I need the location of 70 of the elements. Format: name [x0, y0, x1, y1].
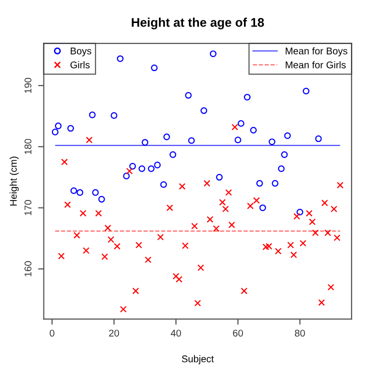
point — [86, 136, 93, 144]
point — [334, 234, 340, 242]
point — [178, 183, 186, 190]
y-tick-label: 160 — [24, 261, 32, 276]
point — [120, 306, 127, 313]
y-axis-title: Height (cm) — [10, 156, 19, 206]
point — [318, 299, 325, 306]
x-axis-title: Subject — [182, 355, 214, 364]
point — [191, 222, 198, 230]
y-tick-label: 190 — [24, 78, 32, 93]
point — [321, 200, 328, 206]
point — [58, 252, 65, 260]
x-tick-label: 60 — [233, 330, 243, 337]
point — [108, 236, 114, 243]
point — [225, 189, 232, 196]
point — [95, 210, 102, 217]
point — [61, 158, 68, 166]
point — [308, 218, 316, 226]
legend-label: Mean for Girls — [286, 61, 346, 68]
point — [132, 288, 140, 294]
point — [300, 240, 306, 247]
point — [204, 180, 210, 187]
point — [328, 284, 334, 291]
legend-label: Girls — [70, 61, 90, 68]
point — [197, 264, 204, 272]
point — [82, 247, 90, 254]
point — [194, 300, 201, 306]
point — [246, 202, 254, 210]
point — [74, 232, 80, 239]
point — [101, 253, 108, 260]
x-tick-label: 40 — [170, 330, 181, 337]
y-tick-label: 170 — [24, 200, 32, 216]
point — [274, 248, 282, 255]
point — [222, 206, 229, 212]
x-tick-label: 80 — [294, 330, 305, 337]
point — [176, 276, 182, 283]
point — [293, 213, 300, 220]
point — [312, 230, 319, 236]
x-tick-label: 0 — [50, 330, 54, 337]
point — [287, 242, 294, 248]
point — [253, 197, 260, 204]
point — [240, 288, 248, 294]
point — [104, 224, 112, 232]
x-tick-label: 20 — [109, 330, 120, 337]
legend-label: Mean for Boys — [286, 47, 348, 56]
point — [266, 242, 272, 250]
point — [219, 198, 226, 206]
point — [126, 168, 133, 174]
point — [306, 210, 313, 217]
point — [336, 182, 344, 189]
point — [157, 234, 164, 240]
point — [228, 222, 236, 228]
point — [114, 242, 120, 250]
point — [290, 252, 298, 258]
point — [135, 242, 142, 248]
chart-title: Height at the age of 18 — [132, 18, 264, 30]
point — [212, 225, 220, 232]
point — [166, 204, 174, 212]
point — [324, 230, 332, 236]
point — [80, 210, 86, 217]
point — [262, 244, 270, 250]
legend-label: Boys — [70, 48, 92, 56]
point — [232, 124, 238, 130]
y-tick-label: 180 — [24, 138, 32, 154]
point — [172, 272, 180, 280]
point — [64, 201, 71, 208]
point — [144, 256, 152, 264]
point — [330, 206, 338, 212]
point — [206, 216, 214, 223]
point — [182, 242, 189, 250]
